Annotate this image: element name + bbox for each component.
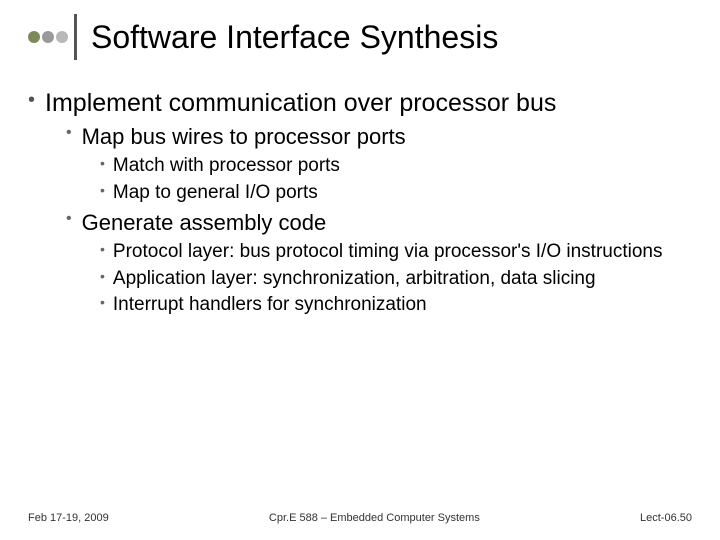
list-item: • Map bus wires to processor ports • Mat…: [66, 123, 692, 205]
list-item: • Application layer: synchronization, ar…: [100, 267, 692, 292]
bullet-text: Protocol layer: bus protocol timing via …: [113, 240, 663, 265]
bullet-icon: •: [66, 209, 72, 230]
title-divider: [74, 14, 77, 60]
list-item: • Protocol layer: bus protocol timing vi…: [100, 240, 692, 265]
bullet-text: Implement communication over processor b…: [45, 88, 556, 119]
bullet-icon: •: [66, 123, 72, 144]
bullet-icon: •: [100, 181, 105, 200]
list-item: • Match with processor ports: [100, 154, 692, 179]
footer-course: Cpr.E 588 – Embedded Computer Systems: [269, 512, 480, 524]
decor-dots: [28, 31, 68, 43]
slide-content: • Implement communication over processor…: [28, 88, 692, 318]
dot-icon: [42, 31, 54, 43]
bullet-icon: •: [100, 240, 105, 259]
bullet-text: Interrupt handlers for synchronization: [113, 293, 427, 318]
dot-icon: [28, 31, 40, 43]
bullet-text: Match with processor ports: [113, 154, 340, 179]
list-item: • Map to general I/O ports: [100, 181, 692, 206]
bullet-icon: •: [100, 154, 105, 173]
bullet-icon: •: [100, 267, 105, 286]
bullet-text: Map to general I/O ports: [113, 181, 318, 206]
title-row: Software Interface Synthesis: [28, 14, 692, 60]
slide-footer: Feb 17-19, 2009 Cpr.E 588 – Embedded Com…: [28, 512, 692, 524]
bullet-text: Generate assembly code: [82, 209, 327, 238]
bullet-text: Application layer: synchronization, arbi…: [113, 267, 596, 292]
list-item: • Generate assembly code • Protocol laye…: [66, 209, 692, 318]
footer-page: Lect-06.50: [640, 512, 692, 524]
list-item: • Implement communication over processor…: [28, 88, 692, 318]
bullet-text: Map bus wires to processor ports: [82, 123, 406, 152]
bullet-icon: •: [100, 293, 105, 312]
footer-date: Feb 17-19, 2009: [28, 512, 109, 524]
slide-title: Software Interface Synthesis: [91, 19, 498, 56]
bullet-icon: •: [28, 88, 35, 112]
slide: Software Interface Synthesis • Implement…: [0, 0, 720, 540]
dot-icon: [56, 31, 68, 43]
list-item: • Interrupt handlers for synchronization: [100, 293, 692, 318]
